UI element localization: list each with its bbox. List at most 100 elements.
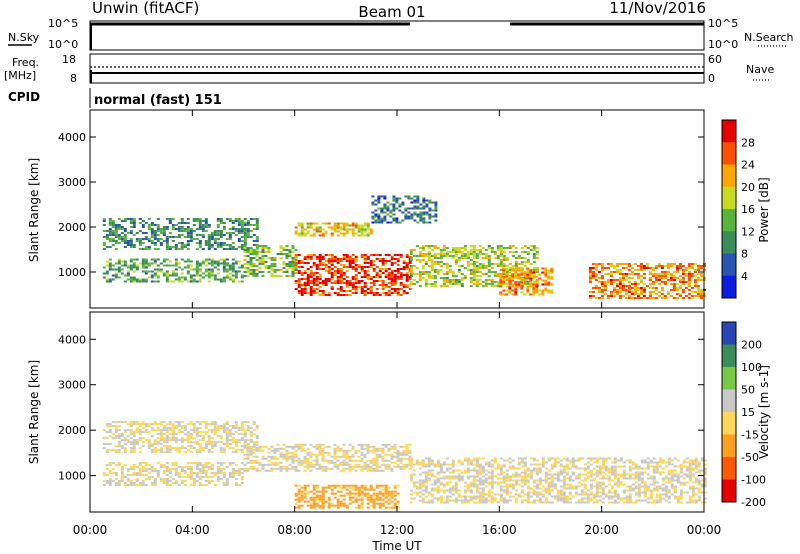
velocity-cell: [225, 478, 229, 480]
velocity-cell: [559, 497, 563, 500]
velocity-cell: [418, 499, 422, 502]
velocity-cell: [240, 429, 244, 432]
power-cell: [111, 274, 115, 277]
power-cell: [195, 274, 199, 277]
power-cell: [490, 285, 494, 287]
power-cell: [180, 258, 184, 261]
power-cell: [463, 257, 467, 259]
power-colorbar-swatch: [722, 231, 736, 254]
velocity-cell: [601, 463, 605, 466]
power-cell: [345, 260, 349, 262]
velocity-cell: [333, 465, 337, 468]
power-cell: [132, 224, 136, 226]
power-cell: [309, 224, 313, 227]
power-cell: [270, 273, 274, 275]
velocity-cell: [297, 447, 301, 450]
velocity-cell: [399, 465, 403, 468]
power-cell: [544, 271, 548, 274]
velocity-cell: [213, 472, 217, 474]
power-cell: [321, 232, 325, 235]
velocity-cell: [204, 445, 208, 448]
velocity-cell: [586, 499, 590, 502]
power-cell: [514, 247, 518, 249]
velocity-cell: [132, 464, 136, 466]
velocity-cell: [192, 441, 196, 444]
power-cell: [306, 268, 310, 270]
power-cell: [123, 242, 127, 244]
power-cell: [651, 267, 655, 269]
velocity-cell: [366, 496, 370, 499]
power-cell: [234, 218, 238, 220]
velocity-cell: [153, 478, 157, 480]
velocity-cell: [508, 465, 512, 468]
velocity-cell: [309, 496, 313, 499]
power-cell: [660, 265, 664, 267]
velocity-cell: [526, 487, 530, 490]
velocity-cell: [589, 463, 593, 466]
velocity-cell: [372, 492, 376, 495]
power-cell: [300, 226, 304, 229]
velocity-cell: [225, 439, 229, 442]
power-cell: [222, 244, 226, 246]
velocity-cell: [291, 461, 295, 464]
velocity-cell: [424, 463, 428, 466]
power-cell: [345, 276, 349, 278]
power-cell: [648, 277, 652, 279]
velocity-cell: [481, 467, 485, 470]
power-cell: [405, 292, 409, 294]
velocity-cell: [472, 475, 476, 478]
power-cell: [422, 197, 426, 200]
power-cell: [105, 236, 109, 238]
power-cell: [642, 283, 646, 285]
power-cell: [297, 290, 301, 292]
power-cell: [547, 281, 551, 284]
velocity-cell: [502, 497, 506, 500]
velocity-cell: [490, 469, 494, 472]
power-cell: [434, 213, 438, 216]
velocity-cell: [445, 481, 449, 484]
velocity-cell: [159, 435, 163, 438]
velocity-cell: [165, 474, 169, 476]
velocity-cell: [303, 459, 307, 462]
velocity-cell: [547, 481, 551, 484]
velocity-cell: [162, 464, 166, 466]
velocity-cell: [126, 435, 130, 438]
velocity-cell: [481, 491, 485, 494]
power-cell: [401, 211, 405, 214]
power-cell: [138, 278, 142, 281]
power-cell: [419, 203, 423, 206]
velocity-cell: [387, 486, 391, 489]
velocity-cell: [162, 433, 166, 436]
velocity-cell: [529, 495, 533, 498]
power-cell: [603, 273, 607, 275]
velocity-cell: [123, 484, 127, 486]
power-cell: [255, 220, 259, 222]
velocity-cell: [381, 504, 385, 507]
velocity-cell: [478, 471, 482, 474]
velocity-cell: [472, 495, 476, 498]
velocity-cell: [439, 467, 443, 470]
power-cell: [615, 263, 619, 265]
velocity-cell: [192, 482, 196, 484]
power-cell: [624, 291, 628, 293]
velocity-cell: [402, 445, 406, 448]
power-cell: [499, 253, 503, 255]
power-cell: [654, 279, 658, 281]
velocity-cell: [234, 441, 238, 444]
velocity-cell: [192, 480, 196, 482]
power-cell: [660, 281, 664, 283]
velocity-cell: [598, 469, 602, 472]
velocity-cell: [204, 423, 208, 426]
power-cell: [475, 275, 479, 277]
power-cell: [493, 271, 497, 273]
velocity-cell: [204, 464, 208, 466]
velocity-cell: [237, 468, 241, 470]
velocity-cell: [285, 459, 289, 462]
power-cell: [357, 264, 361, 266]
velocity-cell: [457, 493, 461, 496]
velocity-cell: [132, 447, 136, 450]
power-cell: [484, 267, 488, 269]
velocity-cell: [225, 427, 229, 430]
velocity-cell: [547, 459, 551, 462]
velocity-cell: [117, 421, 121, 424]
